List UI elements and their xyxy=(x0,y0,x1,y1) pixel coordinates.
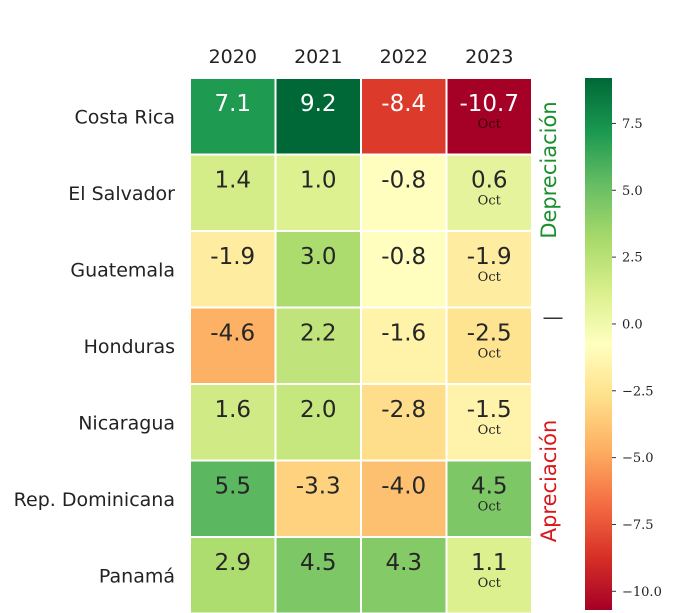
heatmap-cell xyxy=(360,536,448,613)
cell-value-label: 4.5 xyxy=(471,474,508,500)
cell-value-label: -10.7 xyxy=(459,91,519,117)
heatmap-cell xyxy=(274,536,362,613)
cell-value-label: -2.5 xyxy=(467,321,512,347)
cell-value-label: 9.2 xyxy=(300,91,337,117)
column-label-2023: 2023 xyxy=(465,46,513,68)
cell-value-label: 5.5 xyxy=(214,474,251,500)
cell-note-label: Oct xyxy=(478,347,502,362)
colorbar-tick-label: 2.5 xyxy=(622,251,643,266)
cell-value-label: 2.2 xyxy=(300,321,337,347)
cell-value-label: -8.4 xyxy=(381,91,426,117)
column-label-2021: 2021 xyxy=(294,46,342,68)
cell-value-label: 2.0 xyxy=(300,397,337,423)
heatmap-cell xyxy=(445,77,533,156)
cell-value-label: -0.8 xyxy=(381,168,426,194)
heatmap-cell xyxy=(445,459,533,538)
heatmap-cell xyxy=(445,383,533,462)
row-label: Guatemala xyxy=(70,259,175,281)
cell-note-label: Oct xyxy=(478,194,502,209)
depreciation-label: Depreciación xyxy=(537,101,561,238)
cell-value-label: 2.9 xyxy=(214,550,251,576)
colorbar-tick-label: 0.0 xyxy=(622,317,643,332)
heatmap-cell xyxy=(445,536,533,613)
heatmap-cell xyxy=(189,536,277,613)
cell-note-label: Oct xyxy=(478,117,502,132)
cell-value-label: 1.6 xyxy=(214,397,251,423)
colorbar-tick-label: −2.5 xyxy=(622,384,654,399)
heatmap-cell xyxy=(274,230,362,309)
heatmap-cell xyxy=(445,306,533,385)
colorbar xyxy=(585,78,612,610)
cell-value-label: -3.3 xyxy=(296,474,341,500)
cell-value-label: -1.9 xyxy=(210,244,255,270)
cell-value-label: 3.0 xyxy=(300,244,337,270)
cell-note-label: Oct xyxy=(478,500,502,515)
cell-value-label: -2.8 xyxy=(381,397,426,423)
appreciation-label: Apreciación xyxy=(537,420,561,543)
colorbar-tick-label: −5.0 xyxy=(622,451,654,466)
row-label: Rep. Dominicana xyxy=(14,489,175,511)
heatmap-cell xyxy=(274,459,362,538)
row-label: Nicaragua xyxy=(78,412,175,434)
cell-value-label: 4.3 xyxy=(385,550,422,576)
cell-note-label: Oct xyxy=(478,576,502,591)
heatmap-cell xyxy=(360,459,448,538)
cell-note-label: Oct xyxy=(478,423,502,438)
colorbar-tick-label: 7.5 xyxy=(622,117,643,132)
cell-note-label: Oct xyxy=(478,270,502,285)
divider-dash: — xyxy=(543,305,564,329)
cell-value-label: 1.4 xyxy=(214,168,251,194)
column-label-2020: 2020 xyxy=(209,46,257,68)
cell-value-label: 7.1 xyxy=(214,91,251,117)
cell-value-label: 1.1 xyxy=(471,550,508,576)
heatmap-cell xyxy=(189,383,277,462)
cell-value-label: -0.8 xyxy=(381,244,426,270)
heatmap-cell xyxy=(189,77,277,156)
colorbar-tick-label: −10.0 xyxy=(622,585,662,600)
heatmap-cell xyxy=(274,383,362,462)
heatmap-cell xyxy=(360,383,448,462)
cell-value-label: 0.6 xyxy=(471,168,508,194)
cell-value-label: -1.5 xyxy=(467,397,512,423)
heatmap-cell xyxy=(445,153,533,232)
heatmap-cell xyxy=(445,230,533,309)
colorbar-tick-label: −7.5 xyxy=(622,518,654,533)
cell-value-label: -1.6 xyxy=(381,321,426,347)
column-label-2022: 2022 xyxy=(380,46,428,68)
heatmap-cell xyxy=(189,459,277,538)
heatmap-cell xyxy=(274,153,362,232)
cell-value-label: -1.9 xyxy=(467,244,512,270)
heatmap-cell xyxy=(274,306,362,385)
heatmap-cell xyxy=(274,77,362,156)
cell-value-label: 1.0 xyxy=(300,168,337,194)
row-label: El Salvador xyxy=(68,183,175,205)
colorbar-tick-label: 5.0 xyxy=(622,184,643,199)
row-label: Honduras xyxy=(84,336,175,358)
cell-value-label: -4.0 xyxy=(381,474,426,500)
cell-value-label: 4.5 xyxy=(300,550,337,576)
row-label: Costa Rica xyxy=(75,106,176,128)
cell-value-label: -4.6 xyxy=(210,321,255,347)
row-label: Panamá xyxy=(99,565,175,587)
